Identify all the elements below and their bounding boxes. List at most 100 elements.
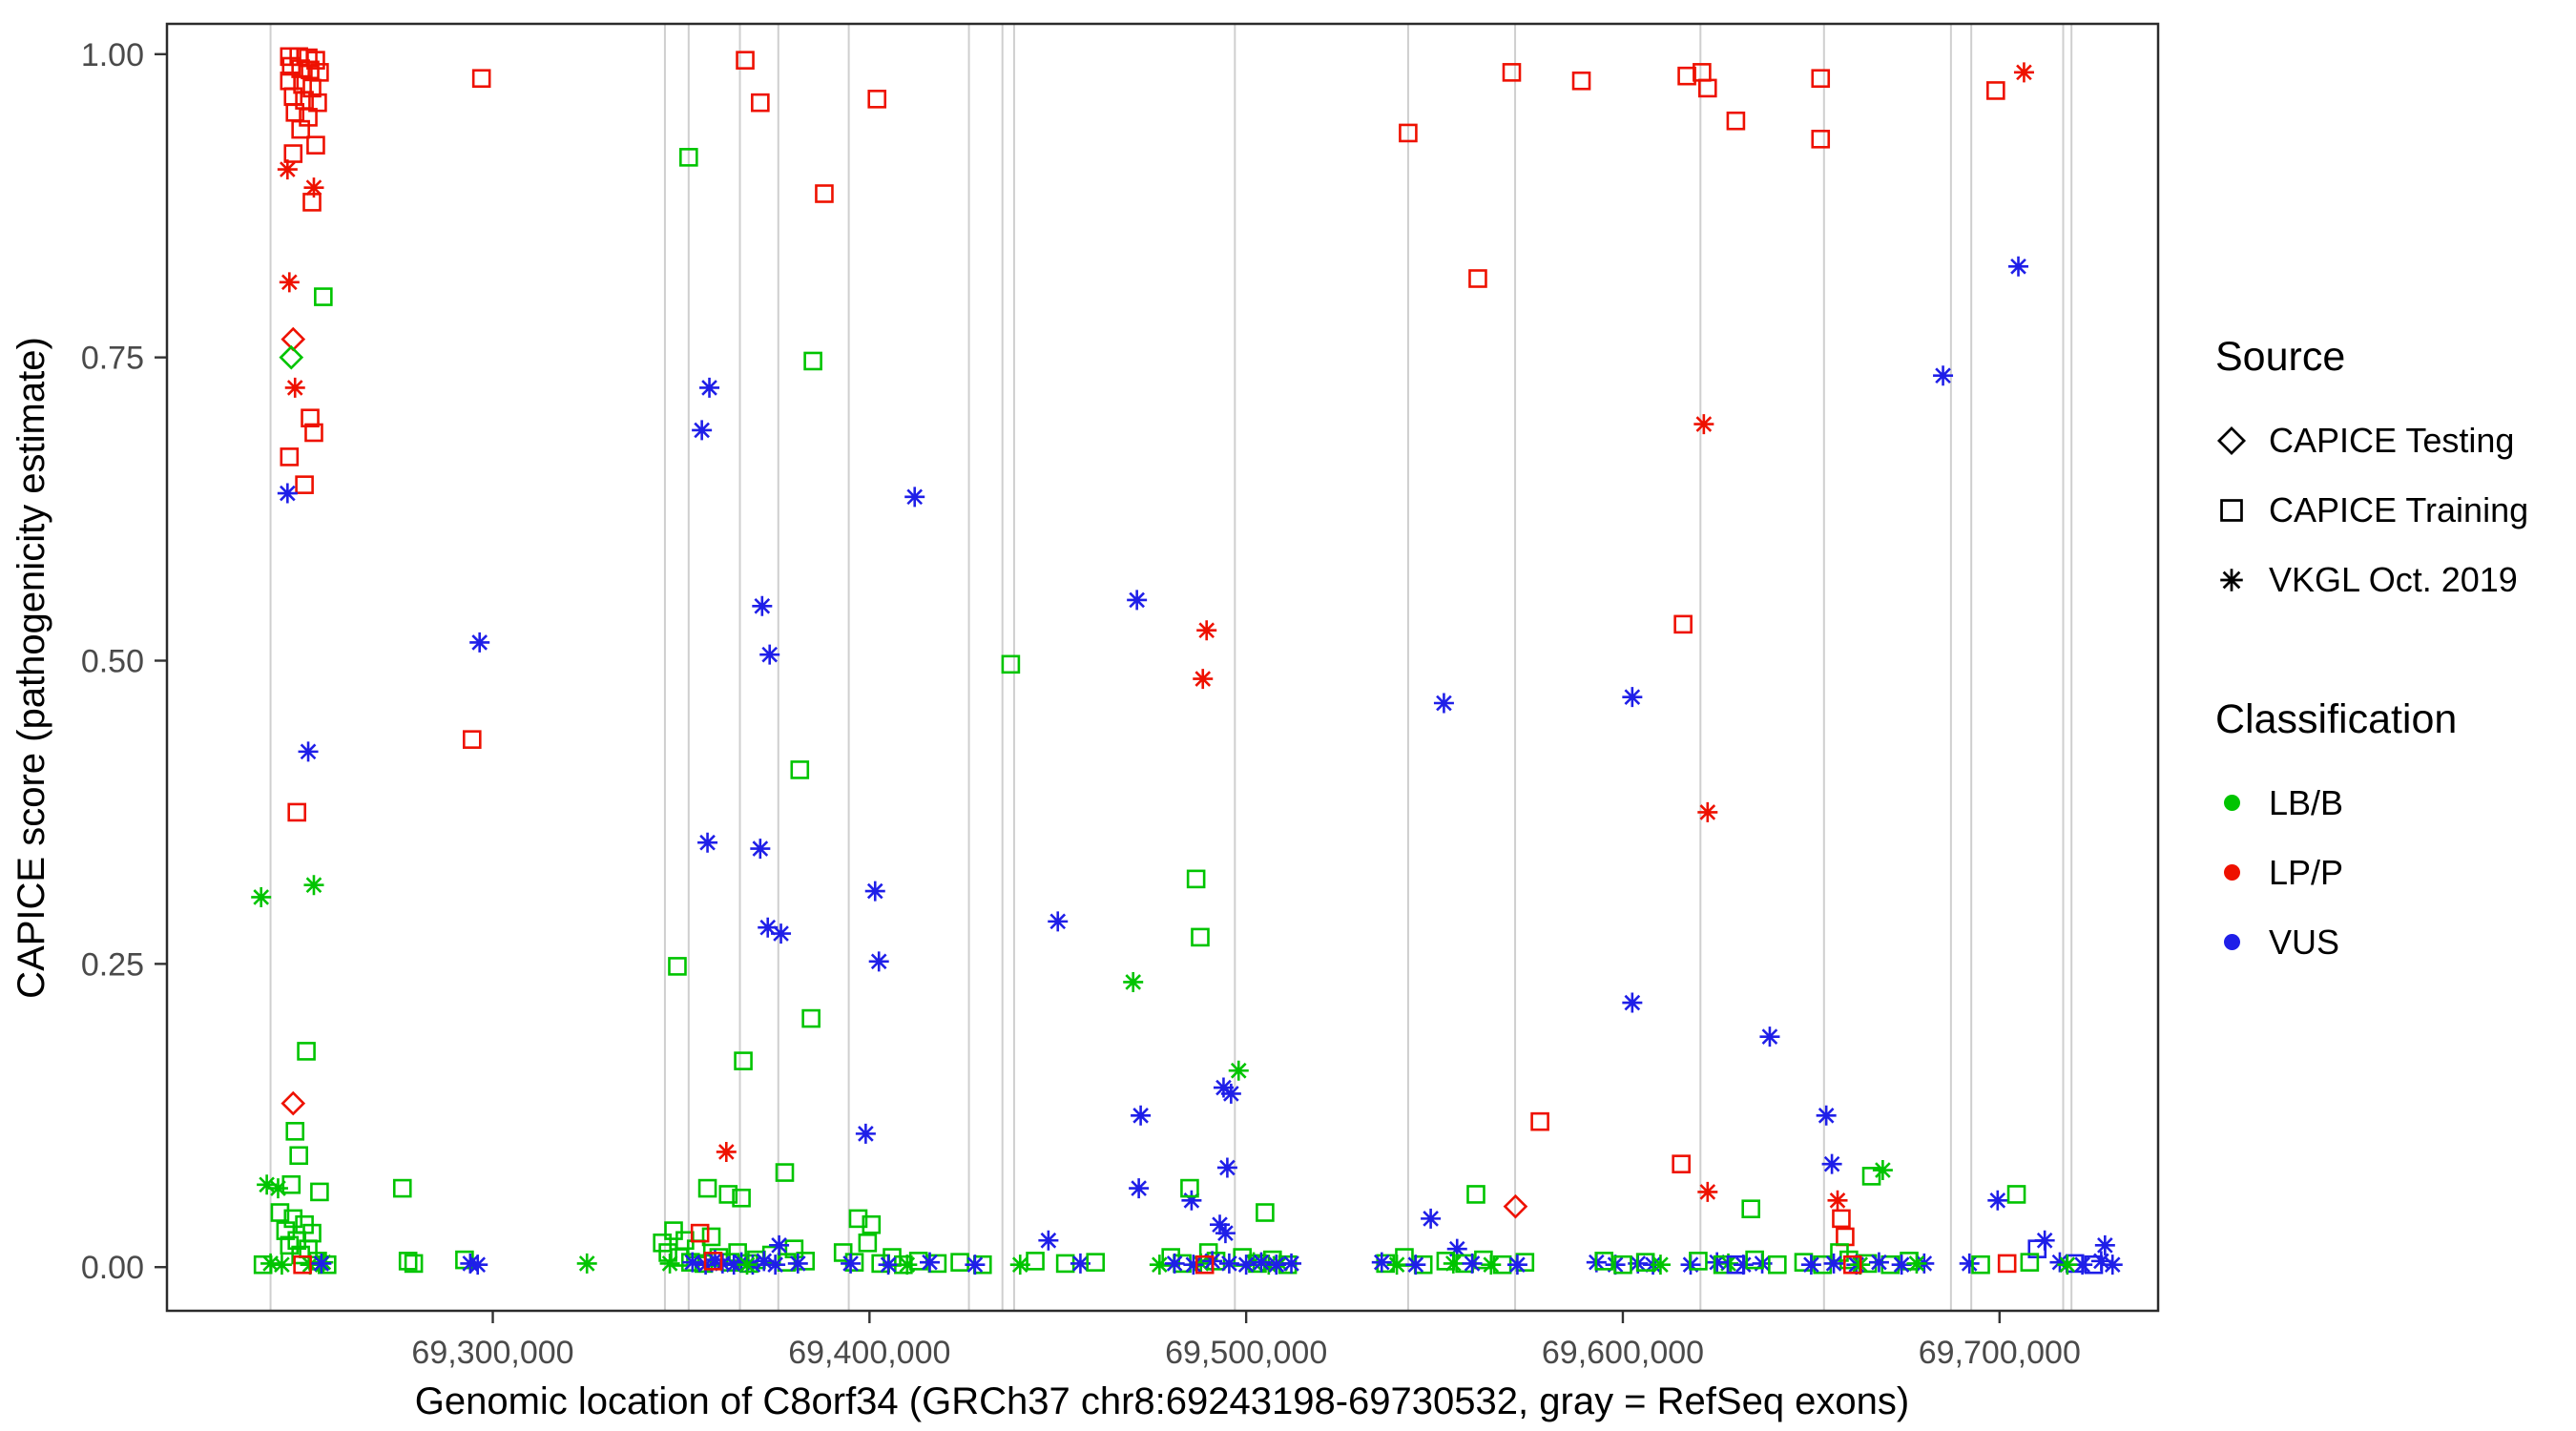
legend-source-title: Source [2215,334,2346,380]
data-point [1216,1157,1237,1178]
data-point [1816,1105,1837,1126]
data-point [311,1253,332,1274]
data-point [283,1209,303,1229]
data-point [1405,1255,1426,1275]
legend-source-block: Source CAPICE Testing CAPICE Training VK… [2215,334,2570,614]
data-point [1462,1253,1483,1274]
data-point [1726,111,1746,131]
data-point [1997,1254,2017,1274]
data-point [659,1253,680,1274]
data-point [1622,687,1643,708]
legend-item-lpp: LP/P [2215,838,2570,907]
data-point [841,1253,862,1274]
data-point [1689,1252,1708,1271]
data-point [1386,1255,1407,1275]
data-point [653,1233,672,1253]
data-point [310,1182,329,1202]
data-point [1181,1190,1202,1211]
data-point [1251,1252,1272,1273]
data-point [297,1042,316,1061]
data-point [1001,654,1021,674]
data-point [279,344,304,370]
data-point [1571,71,1591,91]
data-point [1129,1178,1150,1199]
data-point [271,1255,292,1275]
data-point [2057,1255,2078,1275]
data-point [471,69,491,89]
data-point [1891,1255,1912,1275]
data-point [287,802,307,822]
data-point [1183,1255,1204,1275]
legend-label: VKGL Oct. 2019 [2269,559,2518,599]
data-point [867,90,887,109]
y-tick-label: 0.50 [81,644,144,680]
data-point [1832,1209,1851,1229]
plot-panel-border [165,22,2160,1313]
data-point [1745,1250,1764,1270]
x-tick-label: 69,500,000 [1165,1335,1327,1371]
data-point [771,923,792,944]
x-tick-label: 69,300,000 [411,1335,573,1371]
data-point [280,47,300,67]
legend-label: CAPICE Training [2269,489,2529,529]
data-point [301,408,320,428]
legend-label: CAPICE Testing [2269,420,2515,460]
data-point [1506,1255,1527,1275]
data-point [469,632,490,653]
x-tick-label: 69,400,000 [788,1335,950,1371]
data-point [1149,1255,1170,1275]
data-point [1481,1255,1502,1275]
y-tick-label: 0.75 [81,341,144,377]
data-point [1622,992,1643,1013]
data-point [302,1223,322,1243]
data-point [1693,414,1714,435]
data-point [1468,269,1487,288]
data-point [1836,1227,1855,1247]
data-point [1433,693,1454,714]
data-point [848,1209,868,1229]
data-point [758,917,779,938]
data-point [775,1163,795,1182]
legend-classification-title: Classification [2215,696,2458,742]
data-point [701,1227,721,1247]
data-point [864,881,885,902]
data-point [314,287,333,306]
data-point [751,93,770,113]
data-point [257,1174,278,1195]
asterisk-icon [2220,568,2243,591]
data-point [295,475,314,494]
data-point [281,1174,301,1194]
data-point [803,351,822,371]
data-point [704,1250,725,1271]
legend-label: LP/P [2269,852,2344,892]
data-point [734,1051,753,1070]
vus-color-dot [2224,934,2240,950]
data-point [1220,1083,1241,1104]
x-tick-label: 69,600,000 [1542,1335,1704,1371]
data-point [1986,81,2005,100]
data-point [862,1214,882,1234]
data-point [2034,1230,2055,1251]
data-point [308,93,327,113]
data-point [752,595,773,616]
legend-label: VUS [2269,922,2340,962]
data-point [1131,1105,1152,1126]
data-point [1466,1185,1485,1204]
data-point [306,135,325,155]
y-axis-title: CAPICE score (pathogenicity estimate) [10,337,52,999]
legend-label: LB/B [2269,782,2344,822]
data-point [1086,1253,1106,1272]
data-point [1399,123,1418,143]
data-point [277,483,298,504]
data-point [270,1203,290,1222]
data-point [790,760,810,779]
data-point [1768,1255,1787,1275]
data-point [1613,1255,1632,1275]
data-point [815,184,834,203]
data-point [398,1252,418,1271]
data-point [1741,1199,1761,1218]
data-point [897,1255,918,1275]
legend-classification-block: Classification LB/B LP/P VUS [2215,696,2570,977]
data-point [1210,1214,1231,1235]
